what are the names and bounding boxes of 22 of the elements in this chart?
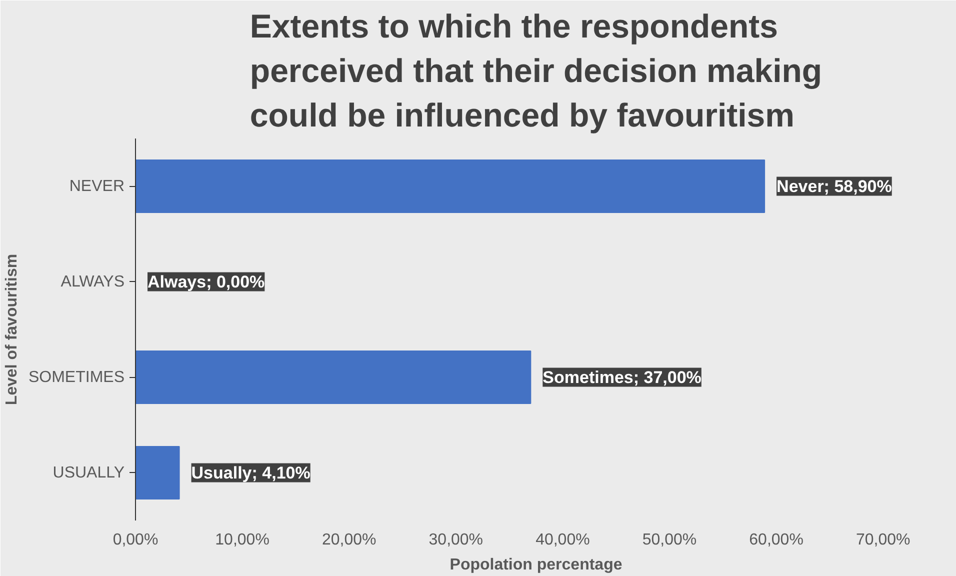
bar <box>136 446 180 500</box>
bar <box>136 350 532 404</box>
chart-title: Extents to which the respondents perceived that their decision making could be influenced by favouritism <box>250 8 822 134</box>
x-tick-label: 10,00% <box>215 532 270 548</box>
data-label: Always; 0,00% <box>148 272 265 292</box>
x-tick-label: 60,00% <box>749 532 804 548</box>
y-tick-label: USUALLY <box>52 464 125 482</box>
y-tick-label: SOMETIMES <box>28 368 125 386</box>
x-tick-label: 40,00% <box>536 532 590 548</box>
data-label: Sometimes; 37,00% <box>542 368 702 387</box>
x-tick-label: 0,00% <box>112 532 158 548</box>
x-tick-label: 20,00% <box>322 532 376 548</box>
y-tick-label: ALWAYS <box>60 273 124 290</box>
data-label: Usually; 4,10% <box>191 463 310 482</box>
bar <box>136 159 766 214</box>
x-tick-label: 70,00% <box>856 532 910 548</box>
data-label: Never; 58,90% <box>776 176 892 196</box>
x-tick-label: 50,00% <box>642 532 697 548</box>
x-tick-label: 30,00% <box>428 532 484 548</box>
x-axis-title: Popolation percentage <box>450 556 622 574</box>
y-axis-title: Level of favouritism <box>3 254 20 406</box>
y-tick-label: NEVER <box>69 178 124 195</box>
